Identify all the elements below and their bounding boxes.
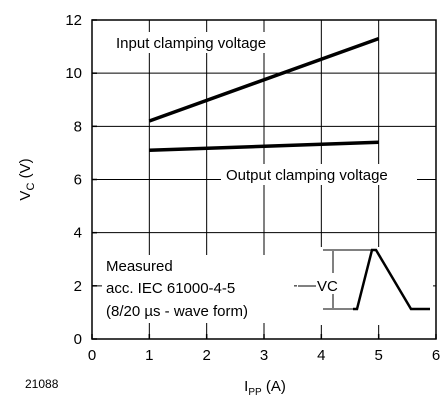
x-axis-label-main: I — [244, 378, 248, 395]
y-tick-label: 4 — [74, 225, 82, 242]
x-axis-label-sub: PP — [248, 387, 262, 398]
waveform-vc-main: V — [317, 278, 327, 295]
y-axis-label-unit: (V) — [17, 158, 34, 182]
output-clamping-line — [149, 140, 379, 153]
y-tick-label: 10 — [65, 65, 82, 82]
waveform-vc-sub: C — [327, 278, 338, 295]
x-tick-label: 6 — [432, 347, 440, 364]
y-tick-label: 6 — [74, 172, 82, 189]
figure-number: 21088 — [25, 377, 59, 391]
waveform-vc-label: VC — [317, 278, 338, 295]
measurement-note-line-3: (8/20 µs - wave form) — [106, 303, 248, 320]
x-axis-label-unit: (A) — [262, 378, 286, 395]
measurement-note-background — [102, 255, 294, 323]
output-series-label: Output clamping voltage — [226, 167, 388, 184]
input-series-label: Input clamping voltage — [116, 35, 266, 52]
series-labels: Input clamping voltage Output clamping v… — [112, 32, 417, 185]
x-tick-label: 4 — [317, 347, 325, 364]
x-tick-label: 1 — [145, 347, 153, 364]
output-series-label-background — [221, 164, 417, 185]
x-tick-label: 5 — [374, 347, 382, 364]
y-tick-label: 12 — [65, 12, 82, 29]
measurement-note-line-1: Measured — [106, 258, 173, 275]
measurement-annotation: Measured acc. IEC 61000-4-5 (8/20 µs - w… — [102, 247, 433, 325]
x-axis-label: IPP (A) — [244, 378, 286, 398]
measurement-note-line-2: acc. IEC 61000-4-5 — [106, 280, 235, 297]
input-series-label-background — [112, 32, 304, 53]
y-tick-label: 0 — [74, 331, 82, 348]
y-tick-label: 8 — [74, 118, 82, 135]
x-tick-label: 3 — [260, 347, 268, 364]
y-axis-label-sub: C — [25, 183, 37, 191]
input-clamping-line — [148, 36, 380, 123]
x-tick-label: 2 — [202, 347, 210, 364]
y-axis-label: VC (V) — [17, 158, 37, 200]
x-tick-label: 0 — [88, 347, 96, 364]
surge-waveform — [353, 248, 430, 311]
waveform-sketch-background — [297, 247, 433, 325]
waveform-sketch — [298, 248, 430, 311]
y-tick-label: 2 — [74, 278, 82, 295]
plot-frame — [91, 19, 437, 340]
data-series — [148, 36, 380, 153]
y-axis-label-main: V — [17, 191, 34, 201]
